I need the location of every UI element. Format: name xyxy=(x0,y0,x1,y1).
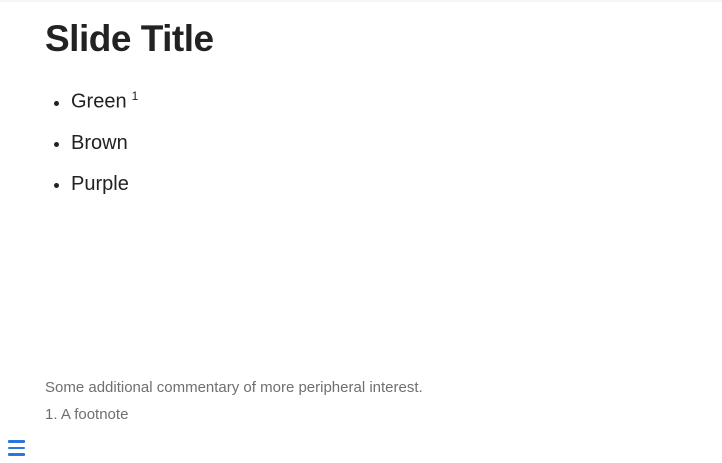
bullet-item: Brown xyxy=(71,131,677,154)
bullet-text: Brown xyxy=(71,131,128,154)
slide-menu-button[interactable] xyxy=(8,440,26,456)
bullet-item: Purple xyxy=(71,172,677,195)
hamburger-bar xyxy=(8,453,25,456)
hamburger-bar xyxy=(8,446,25,450)
aside-commentary: Some additional commentary of more perip… xyxy=(45,379,423,396)
bullet-text: Green xyxy=(71,90,127,113)
footnote-reference: 1 xyxy=(131,89,139,103)
slide-content: Slide Title Green 1 Brown Purple xyxy=(0,0,722,195)
hamburger-menu-icon xyxy=(8,440,25,456)
hamburger-bar xyxy=(8,440,25,443)
slide-title: Slide Title xyxy=(45,18,214,59)
footnote: 1. A footnote xyxy=(45,406,129,423)
top-strip xyxy=(0,0,722,2)
bullet-item: Green 1 xyxy=(71,86,677,113)
bullet-list: Green 1 Brown Purple xyxy=(45,86,677,195)
bullet-text: Purple xyxy=(71,172,129,195)
